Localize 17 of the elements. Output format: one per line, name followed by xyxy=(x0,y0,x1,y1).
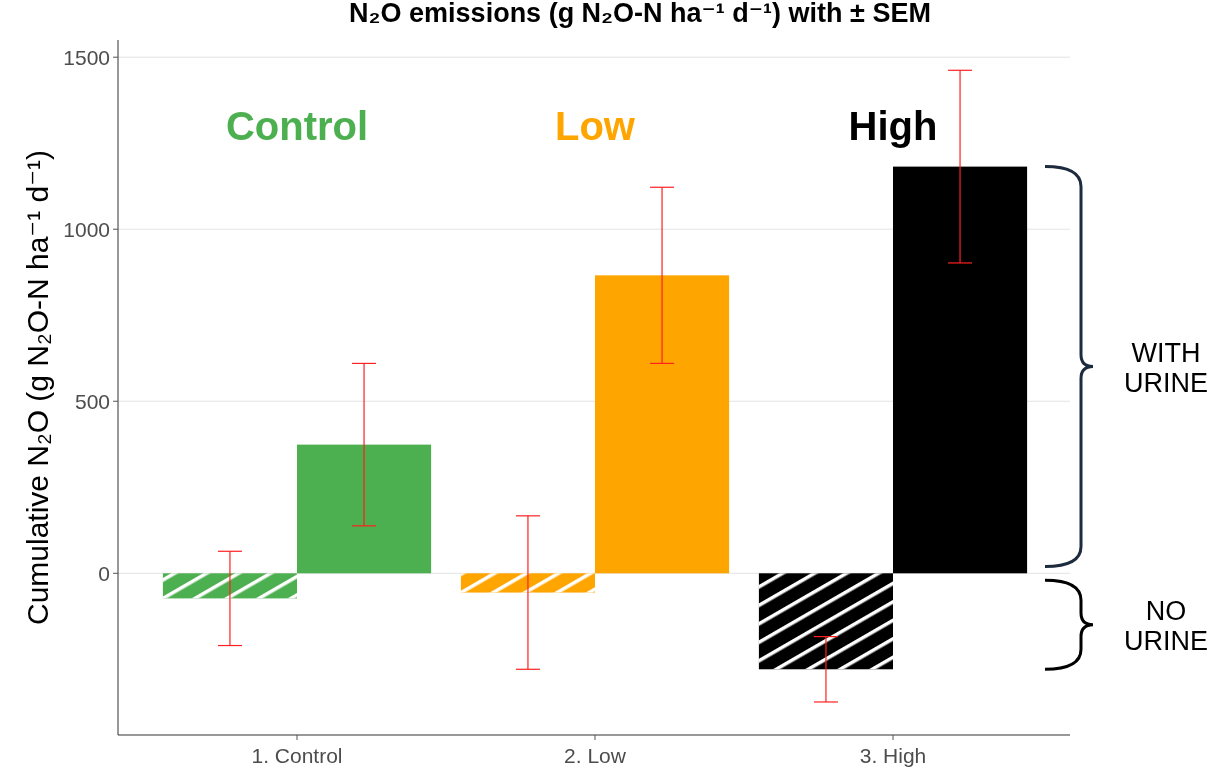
chart-title: N₂O emissions (g N₂O-N ha⁻¹ d⁻¹) with ± SEM xyxy=(349,0,931,28)
y-tick-label: 1500 xyxy=(63,45,110,69)
y-tick-label: 1000 xyxy=(63,217,110,241)
x-tick-label: 3. High xyxy=(859,744,927,767)
bar xyxy=(893,166,1028,574)
y-tick-label: 0 xyxy=(98,561,110,585)
x-tick-label: 2. Low xyxy=(564,744,627,767)
annotation: Low xyxy=(555,104,636,149)
annotation: Control xyxy=(225,104,369,149)
bar xyxy=(297,444,432,574)
annotation: High xyxy=(848,104,938,149)
text: NO URINE xyxy=(1123,596,1209,657)
x-tick-label: 1. Control xyxy=(251,744,343,767)
bar xyxy=(595,275,730,574)
text: WITH URINE xyxy=(1123,337,1209,398)
y-axis-title: Cumulative N₂O (g N₂O-N ha⁻¹ d⁻¹) xyxy=(21,149,54,626)
y-tick-label: 500 xyxy=(74,389,110,413)
